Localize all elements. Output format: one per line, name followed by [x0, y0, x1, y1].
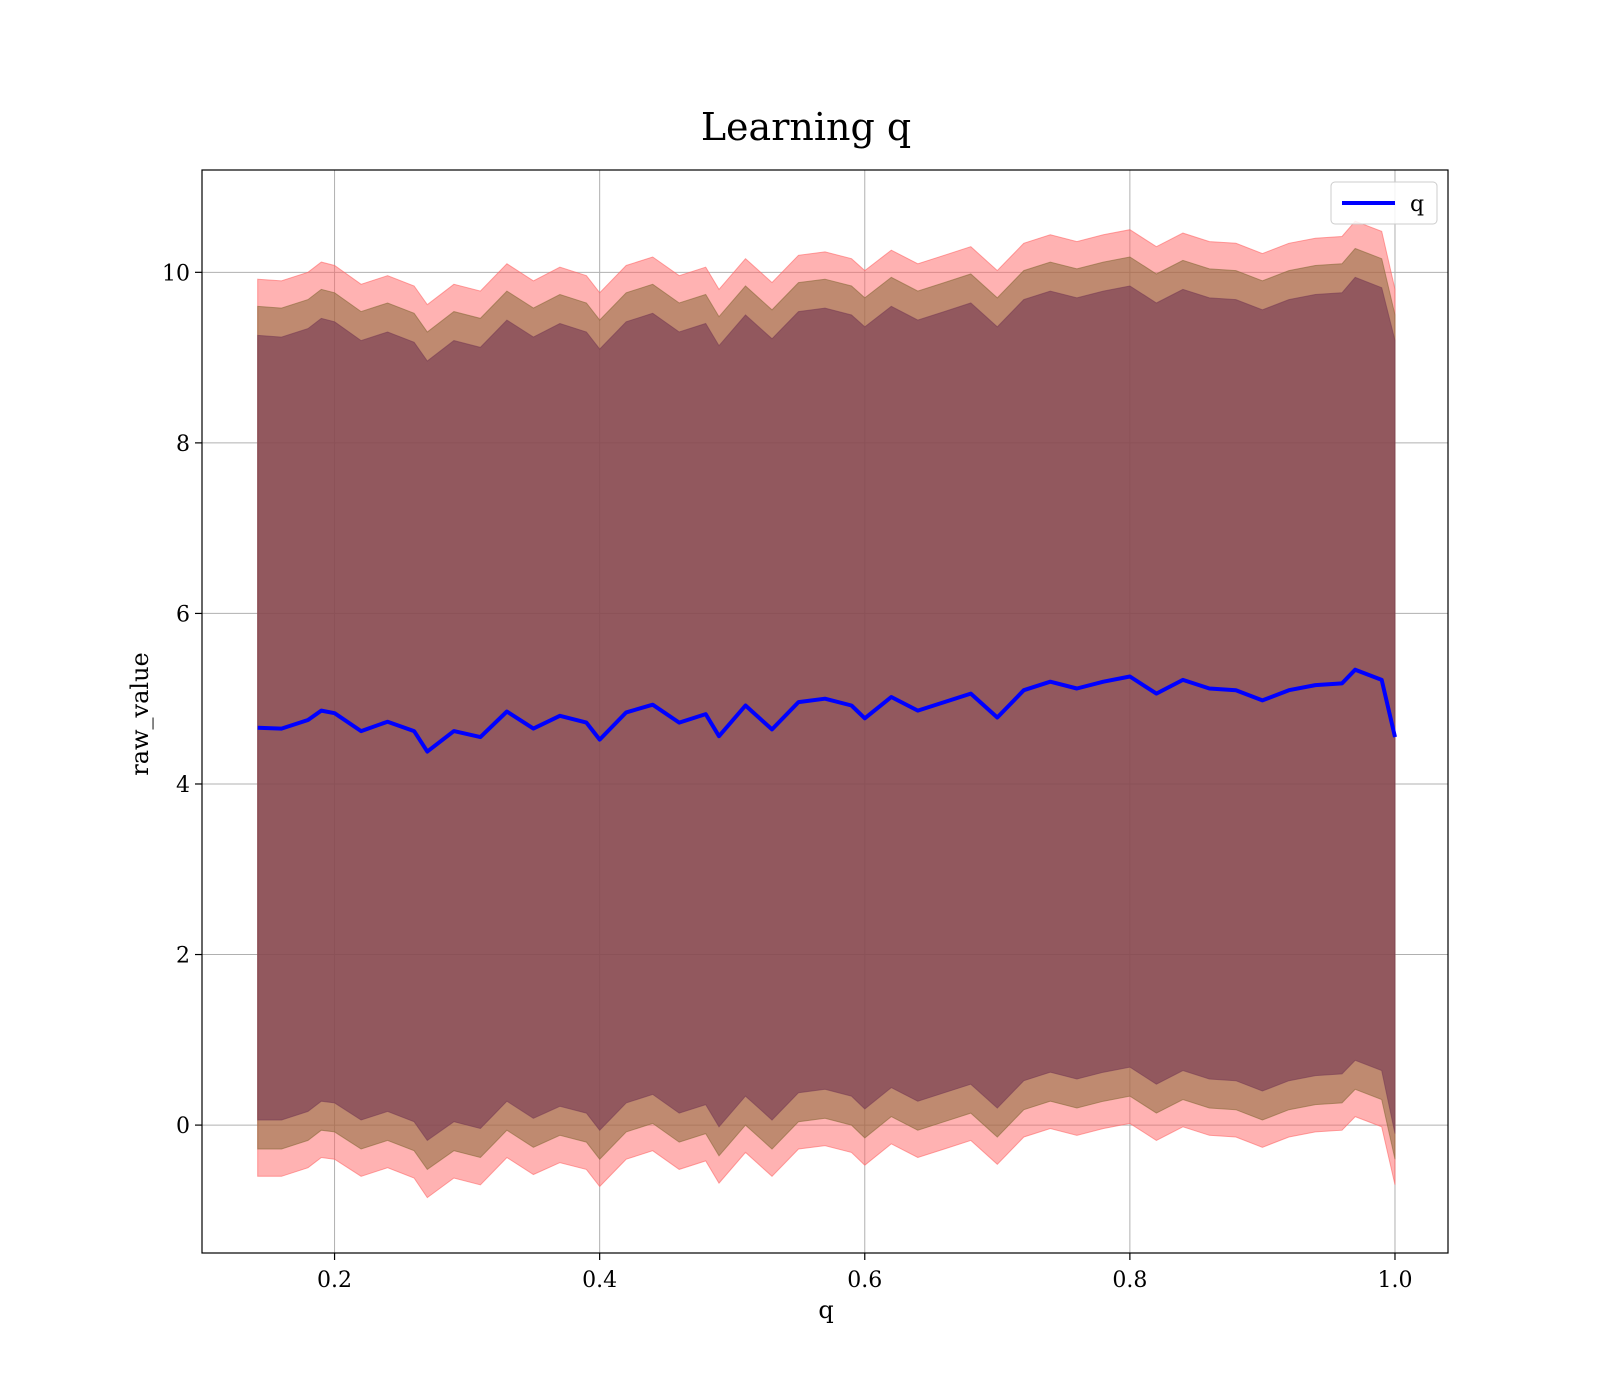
y-axis-label: raw_value [126, 652, 154, 776]
x-tick-label: 0.8 [1112, 1268, 1147, 1293]
legend: q [1330, 181, 1438, 225]
plot-area [201, 169, 1449, 1254]
chart-title: Learning q [701, 105, 911, 149]
legend-label-q: q [1410, 192, 1424, 217]
series-line-q [257, 667, 1397, 754]
y-tick-label: 6 [176, 602, 190, 627]
x-tick-label: 1.0 [1377, 1268, 1412, 1293]
y-tick-label: 8 [176, 432, 190, 457]
y-tick-label: 4 [176, 773, 190, 798]
x-tick-label: 0.4 [582, 1268, 617, 1293]
y-tick-label: 10 [162, 261, 190, 286]
x-tick-label: 0.2 [317, 1268, 352, 1293]
plot-frame [201, 169, 1449, 1254]
x-axis-label: q [818, 1296, 833, 1324]
y-tick-label: 0 [176, 1114, 190, 1139]
confidence-bands [257, 220, 1396, 1199]
y-tick-label: 2 [176, 944, 190, 969]
confidence-band-3 [257, 276, 1396, 1142]
series-lines [257, 667, 1397, 754]
y-axis: 0 2 4 6 8 10 [162, 261, 202, 1139]
x-tick-label: 0.6 [847, 1268, 882, 1293]
x-axis: 0.2 0.4 0.6 0.8 1.0 [317, 1253, 1412, 1293]
